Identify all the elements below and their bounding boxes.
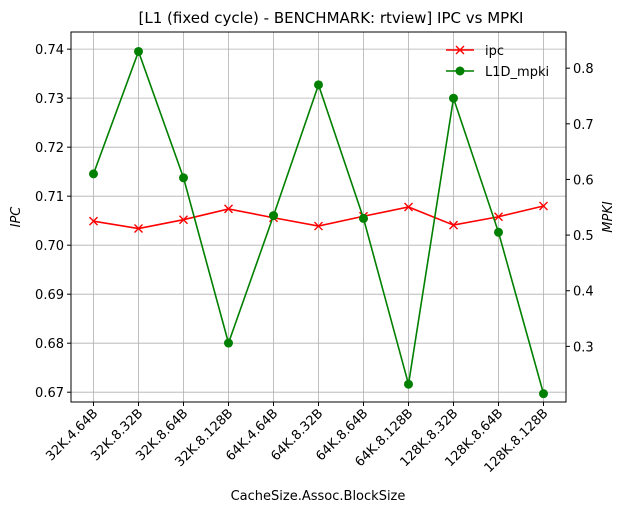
data-point-ipc (314, 221, 323, 231)
legend-label-l1d-mpki: L1D_mpki (485, 65, 549, 80)
y-tick-label-right: 0.5 (573, 229, 594, 244)
data-point-ipc (134, 224, 143, 234)
y-tick-label-right: 0.4 (573, 285, 594, 300)
y-tick-label-right: 0.7 (573, 118, 594, 133)
y-axis-label-right: MPKI (601, 201, 616, 233)
x-axis-label: CacheSize.Assoc.BlockSize (231, 489, 406, 504)
legend: ipc L1D_mpki (446, 44, 549, 80)
series-layer (89, 46, 548, 399)
y-tick-label-left: 0.70 (35, 239, 64, 254)
y-tick-label-left: 0.67 (35, 386, 64, 401)
legend-marker-ipc (455, 45, 465, 55)
data-point-ipc (494, 212, 503, 222)
data-point-l1d-mpki (224, 338, 233, 348)
y-tick-label-right: 0.6 (573, 173, 594, 188)
x-axis: 32K.4.64B32K.8.32B32K.8.64B32K.8.128B64K… (43, 402, 551, 476)
y-tick-label-right: 0.3 (573, 340, 594, 355)
left-axis: 0.67 0.68 0.69 0.70 0.71 0.72 0.73 0.74 (35, 43, 71, 401)
y-tick-label-left: 0.71 (35, 190, 64, 205)
y-tick-label-left: 0.72 (35, 141, 64, 156)
chart-title: [L1 (fixed cycle) - BENCHMARK: rtview] I… (139, 9, 524, 27)
data-point-ipc (179, 215, 188, 225)
data-point-ipc (224, 204, 233, 214)
legend-marker-l1d-mpki (455, 66, 465, 76)
y-tick-label-right: 0.8 (573, 62, 594, 77)
y-axis-label-left: IPC (9, 206, 24, 228)
data-point-ipc (404, 202, 413, 212)
data-point-l1d-mpki (494, 227, 503, 237)
data-point-l1d-mpki (404, 379, 413, 389)
data-point-ipc (89, 216, 98, 226)
data-point-l1d-mpki (314, 80, 323, 90)
right-axis: 0.3 0.4 0.5 0.6 0.7 0.8 (566, 62, 594, 355)
y-tick-label-left: 0.73 (35, 92, 64, 107)
data-point-ipc (539, 201, 548, 211)
y-tick-label-left: 0.69 (35, 288, 64, 303)
data-point-ipc (449, 220, 458, 230)
data-point-l1d-mpki (539, 389, 548, 399)
data-point-l1d-mpki (179, 173, 188, 183)
y-tick-label-left: 0.68 (35, 337, 64, 352)
y-tick-label-left: 0.74 (35, 43, 64, 58)
data-point-l1d-mpki (449, 93, 458, 103)
data-point-l1d-mpki (359, 213, 368, 223)
data-point-l1d-mpki (134, 46, 143, 56)
legend-label-ipc: ipc (485, 44, 504, 59)
data-point-l1d-mpki (89, 169, 98, 179)
grid (71, 32, 566, 402)
data-point-l1d-mpki (269, 211, 278, 221)
